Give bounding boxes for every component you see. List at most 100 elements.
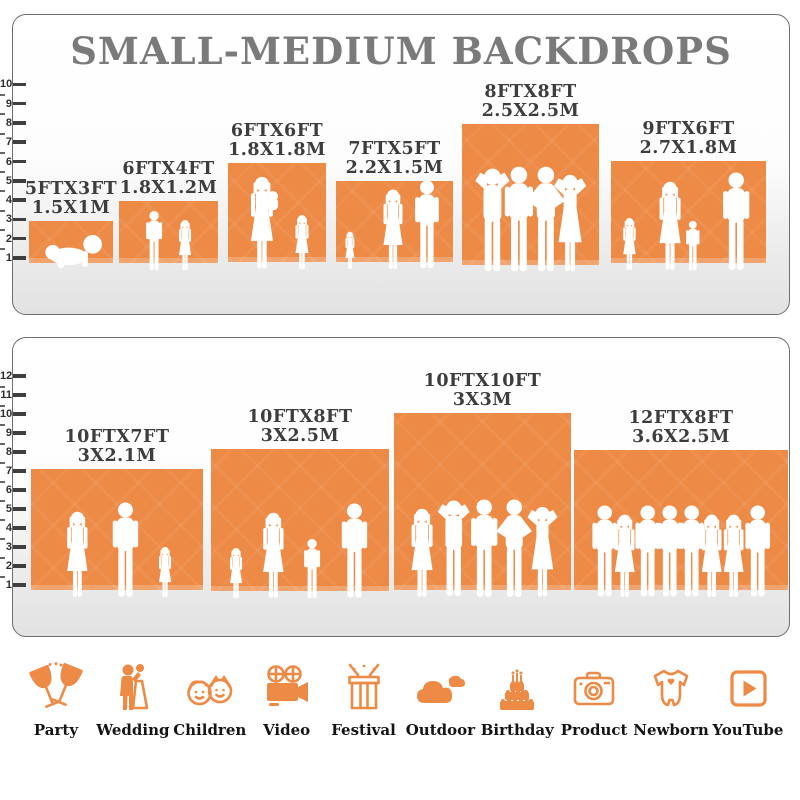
- ruler-tick-bar: [13, 101, 26, 106]
- backdrop-size-ft: 7FTX5FT: [348, 139, 441, 159]
- backdrop-swatch: [119, 201, 218, 271]
- ruler-minor-tick: [0, 575, 5, 578]
- category-label: Outdoor: [405, 721, 476, 739]
- man-silhouette-icon: [471, 499, 498, 597]
- ruler-tick: 1: [0, 579, 26, 591]
- ruler-tick: 6: [0, 484, 26, 496]
- ruler-tick: 4: [0, 194, 26, 206]
- ruler-tick-bar: [13, 507, 26, 511]
- backdrop-size-label: 12FTX8FT 3.6X2.5M: [628, 409, 733, 447]
- category-birthday: Birthday: [481, 662, 554, 739]
- backdrop-size-label: 6FTX6FT 1.8X1.8M: [228, 122, 326, 160]
- category-label: Wedding: [96, 721, 170, 739]
- ruler-minor-tick: [0, 499, 5, 502]
- children-icon: [186, 675, 233, 706]
- woman-up-silhouette-icon: [527, 506, 558, 597]
- woman-silhouette-icon: [614, 514, 635, 597]
- page-title: SMALL-MEDIUM BACKDROPS: [70, 29, 732, 73]
- man-silhouette-icon: [723, 172, 750, 270]
- ruler-minor-tick: [0, 132, 5, 135]
- backdrop-size-m: 3X2.1M: [77, 446, 157, 466]
- ruler-tick: 1: [0, 252, 26, 264]
- backdrop-size-ft: 9FTX6FT: [642, 119, 735, 139]
- ruler-minor-tick: [0, 190, 5, 193]
- backdrop-size-m: 1.5X1M: [31, 198, 111, 218]
- panel-large: 1 2 3 4 5 6 7 8 9 10 11 12 10FTX7FT 3X2.1M 10FTX8FT 3X2…: [0, 337, 790, 637]
- category-row: Party Wedding Children Video Festival Outdoor…: [20, 662, 784, 739]
- ruler-tick: 7: [0, 136, 26, 148]
- toddler-silhouette-icon: [345, 232, 355, 270]
- ruler-minor-tick: [0, 556, 5, 559]
- ruler-tick-bar: [13, 121, 26, 125]
- ruler-number: 8: [5, 116, 12, 129]
- ruler-number: 2: [5, 232, 12, 245]
- ruler-minor-tick: [0, 151, 5, 154]
- festival-icon: [347, 663, 380, 710]
- backdrop-size-ft: 6FTX4FT: [122, 159, 215, 179]
- boy-silhouette-icon: [304, 538, 321, 599]
- ruler-number: 3: [5, 541, 12, 553]
- ruler-number: 7: [5, 136, 12, 149]
- girl-silhouette-icon: [158, 546, 171, 598]
- ruler-number: 5: [5, 503, 12, 515]
- backdrop-size-m: 3X2.5M: [260, 426, 340, 446]
- ruler-minor-tick: [0, 385, 5, 388]
- backdrop-size-ft: 10FTX7FT: [64, 427, 170, 447]
- category-youtube: YouTube: [712, 662, 784, 739]
- ruler-number: 1: [5, 252, 12, 264]
- woman-silhouette-icon: [383, 189, 403, 269]
- backdrop-size-m: 1.8X1.8M: [228, 140, 326, 160]
- ruler-tick-bar: [13, 450, 26, 454]
- backdrop-size-label: 9FTX6FT 2.7X1.8M: [640, 120, 738, 158]
- backdrop-size-ft: 12FTX8FT: [628, 408, 734, 428]
- ruler-minor-tick: [0, 537, 5, 540]
- ruler-minor-tick: [0, 423, 5, 426]
- man-silhouette-icon: [415, 180, 440, 269]
- backdrop-size-m: 2.7X1.8M: [639, 138, 738, 158]
- ruler-minor-tick: [0, 461, 5, 464]
- ruler-tick-bar: [13, 431, 26, 435]
- ruler-number: 6: [5, 484, 12, 496]
- wedding-icon: [119, 664, 149, 710]
- backdrop-size-m: 2.5X2.5M: [481, 101, 580, 121]
- ruler-tick-bar: [13, 393, 26, 397]
- ruler-tick-bar: [13, 583, 26, 587]
- category-label: YouTube: [712, 721, 784, 739]
- ruler-tick: 3: [0, 541, 26, 553]
- ruler-tick-bar: [13, 469, 26, 473]
- child-silhouette-icon: [686, 220, 700, 271]
- ruler-tick: 10: [0, 408, 26, 420]
- man-silhouette-icon: [591, 505, 617, 597]
- ruler-tick: 7: [0, 465, 26, 477]
- ruler-tick: 3: [0, 213, 26, 225]
- backdrop-size-ft: 6FTX6FT: [230, 121, 324, 141]
- category-label: Video: [263, 721, 311, 739]
- ruler-tick: 8: [0, 446, 26, 458]
- ruler-tick: 9: [0, 427, 26, 439]
- birthday-icon: [500, 669, 535, 710]
- boy-silhouette-icon: [145, 210, 162, 271]
- ruler-tick-bar: [13, 526, 26, 530]
- man-silhouette-icon: [635, 505, 661, 597]
- girl-silhouette-icon: [229, 547, 242, 599]
- woman-silhouette-icon: [659, 181, 681, 270]
- girl-silhouette-icon: [179, 219, 192, 271]
- ruler-number: 8: [5, 446, 12, 458]
- man-silhouette-icon: [745, 505, 771, 597]
- ruler-tick: 2: [0, 560, 26, 572]
- backdrop-swatch: [462, 124, 599, 272]
- category-video: Video: [251, 662, 323, 739]
- backdrop-swatch: [611, 161, 766, 271]
- category-outdoor: Outdoor: [404, 662, 476, 739]
- ruler-tick: 5: [0, 503, 26, 515]
- ruler-tick: 11: [0, 389, 26, 401]
- ruler-number: 3: [5, 213, 12, 226]
- ruler-tick: 6: [0, 156, 26, 168]
- ruler-number: 11: [0, 389, 12, 401]
- party-icon: [29, 662, 83, 708]
- ruler-tick: 2: [0, 233, 26, 245]
- ruler-minor-tick: [0, 404, 5, 407]
- woman-up-silhouette-icon: [554, 174, 587, 272]
- ruler-tick-bar: [13, 179, 26, 183]
- ruler-tick-bar: [13, 488, 26, 492]
